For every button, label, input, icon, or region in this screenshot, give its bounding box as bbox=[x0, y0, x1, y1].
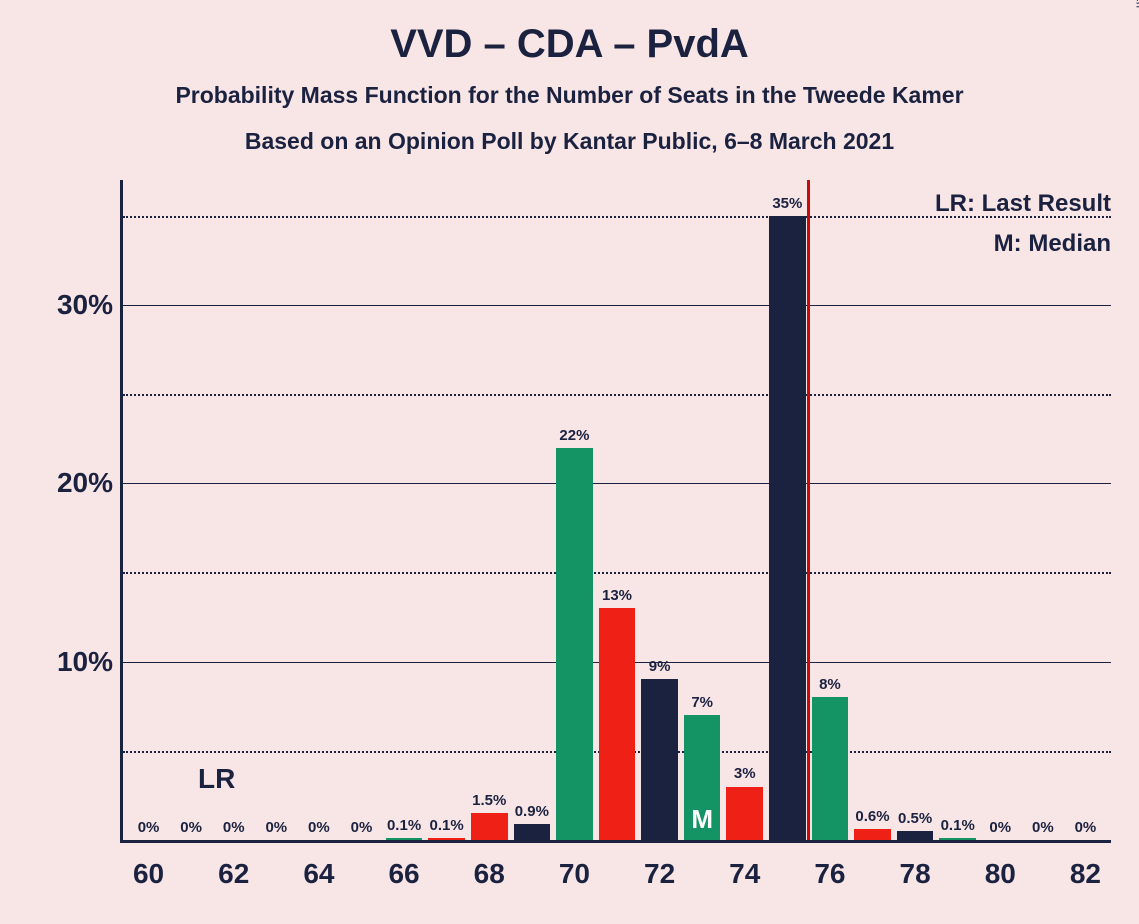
bar bbox=[599, 608, 636, 840]
bar bbox=[812, 697, 849, 840]
bar bbox=[769, 216, 806, 840]
bar-label: 0.9% bbox=[515, 803, 549, 824]
x-tick-label: 82 bbox=[1070, 840, 1101, 890]
bar-label: 0.6% bbox=[855, 808, 889, 829]
bar-label: 0% bbox=[351, 819, 373, 840]
bar bbox=[556, 448, 593, 840]
bar bbox=[897, 831, 934, 840]
x-axis bbox=[120, 840, 1111, 843]
majority-line bbox=[807, 180, 810, 840]
x-tick-label: 80 bbox=[985, 840, 1016, 890]
plot-area: 0% 0% 0% 0% 0% 0% 0.1% 0.1% 1.5% 0.9% 22% 13% 9% 7% 3%… bbox=[123, 180, 1111, 840]
gridline-minor bbox=[123, 394, 1111, 396]
x-tick-label: 62 bbox=[218, 840, 249, 890]
bar-label: 0% bbox=[308, 819, 330, 840]
bar-label: 9% bbox=[649, 658, 671, 679]
bar-label: 0% bbox=[265, 819, 287, 840]
x-tick-label: 76 bbox=[814, 840, 845, 890]
bar-label: 35% bbox=[772, 195, 802, 216]
bar-label: 0% bbox=[989, 819, 1011, 840]
bar-label: 7% bbox=[691, 694, 713, 715]
bar-label: 0% bbox=[223, 819, 245, 840]
bar-label: 0% bbox=[1075, 819, 1097, 840]
copyright-text: © 2021 Filip van Laenen bbox=[1133, 0, 1139, 8]
y-axis bbox=[120, 180, 123, 840]
bar bbox=[514, 824, 551, 840]
chart-title: VVD – CDA – PvdA bbox=[0, 22, 1139, 67]
x-tick-label: 64 bbox=[303, 840, 334, 890]
x-tick-label: 66 bbox=[388, 840, 419, 890]
bar-label: 0.1% bbox=[430, 817, 464, 838]
chart-subtitle-1: Probability Mass Function for the Number… bbox=[0, 82, 1139, 109]
bar-label: 0.1% bbox=[387, 817, 421, 838]
bar-label: 0.1% bbox=[941, 817, 975, 838]
y-tick-label: 30% bbox=[57, 289, 123, 321]
bar-label: 1.5% bbox=[472, 792, 506, 813]
bar-label: 0% bbox=[1032, 819, 1054, 840]
bar-label: 0% bbox=[180, 819, 202, 840]
gridline-minor bbox=[123, 572, 1111, 574]
legend-item: M: Median bbox=[994, 230, 1111, 258]
bar bbox=[641, 679, 678, 840]
lr-marker: LR bbox=[198, 763, 235, 795]
bar bbox=[854, 829, 891, 840]
bar-label: 22% bbox=[559, 427, 589, 448]
bar-label: 8% bbox=[819, 676, 841, 697]
x-tick-label: 68 bbox=[474, 840, 505, 890]
x-tick-label: 70 bbox=[559, 840, 590, 890]
x-tick-label: 78 bbox=[900, 840, 931, 890]
bar-label: 3% bbox=[734, 765, 756, 786]
legend-item: LR: Last Result bbox=[935, 190, 1111, 218]
chart-subtitle-2: Based on an Opinion Poll by Kantar Publi… bbox=[0, 128, 1139, 155]
bar bbox=[726, 787, 763, 841]
x-tick-label: 74 bbox=[729, 840, 760, 890]
gridline-major bbox=[123, 305, 1111, 306]
x-tick-label: 60 bbox=[133, 840, 164, 890]
y-tick-label: 20% bbox=[57, 467, 123, 499]
bar bbox=[471, 813, 508, 840]
x-tick-label: 72 bbox=[644, 840, 675, 890]
y-tick-label: 10% bbox=[57, 646, 123, 678]
bar-label: 0.5% bbox=[898, 810, 932, 831]
gridline-major bbox=[123, 483, 1111, 484]
bar-label: 0% bbox=[138, 819, 160, 840]
bar-label: 13% bbox=[602, 587, 632, 608]
median-marker: M bbox=[691, 804, 713, 835]
